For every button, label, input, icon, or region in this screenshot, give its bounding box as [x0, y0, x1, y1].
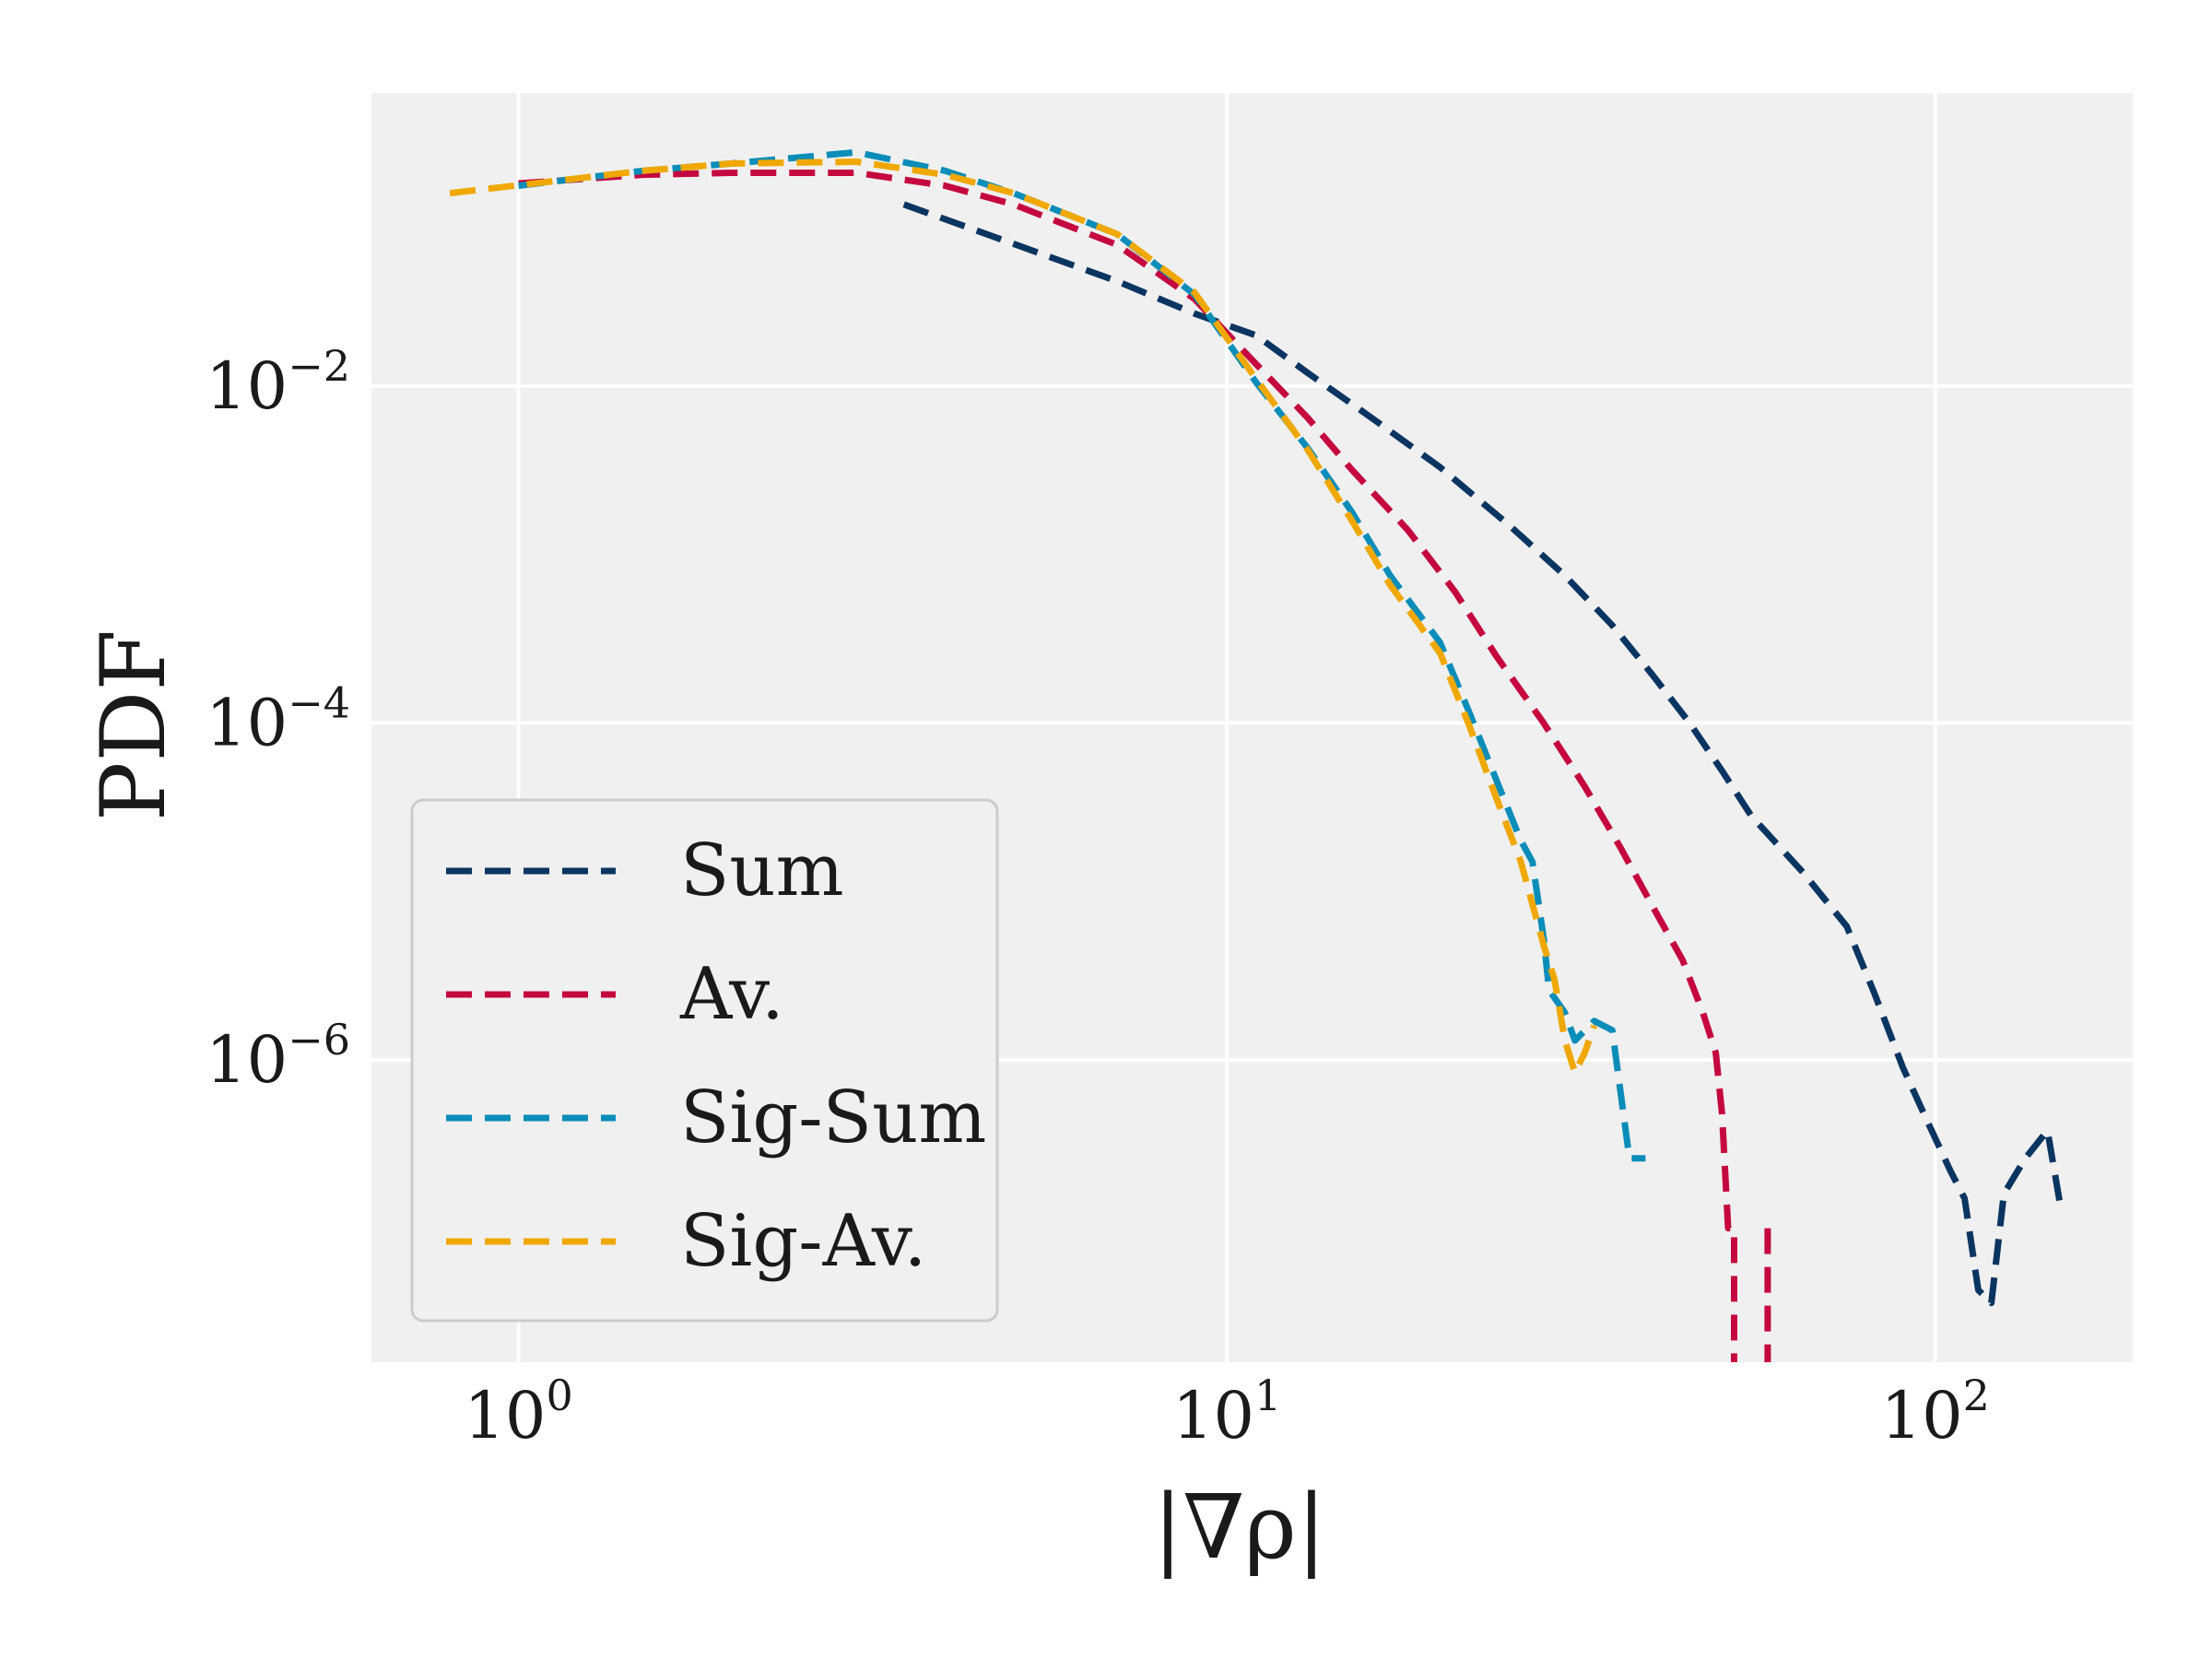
x-tick-label-0: 100 [464, 1371, 572, 1453]
y-tick-label-1: 10−4 [206, 677, 350, 760]
series-line-sig-av-4 [449, 159, 1598, 1077]
legend-label-2: Sig-Sum [680, 1077, 986, 1159]
x-tick-label-2: 102 [1881, 1371, 1990, 1453]
y-tick-label-2: 10−6 [206, 1015, 350, 1098]
legend: Sum Av. Sig-Sum Sig-Av. [410, 798, 999, 1323]
legend-label-0: Sum [680, 830, 844, 912]
legend-frame [410, 798, 999, 1323]
y-tick-labels: 10−2 10−4 10−6 [206, 341, 350, 1098]
x-tick-label-1: 101 [1172, 1371, 1281, 1453]
series-lines [449, 148, 2064, 1362]
legend-label-1: Av. [679, 953, 784, 1036]
y-axis-label: PDF [82, 629, 185, 821]
series-line-av-1 [518, 170, 1737, 1362]
y-tick-label-0: 10−2 [206, 341, 350, 424]
grid [371, 93, 2133, 1362]
series-line-sig-sum-3 [518, 148, 1646, 1162]
x-tick-labels: 100 101 102 [464, 1371, 1990, 1453]
legend-label-3: Sig-Av. [680, 1200, 926, 1283]
x-axis-label: |∇ρ| [1153, 1476, 1326, 1579]
series-line-sum-0 [902, 201, 2064, 1307]
